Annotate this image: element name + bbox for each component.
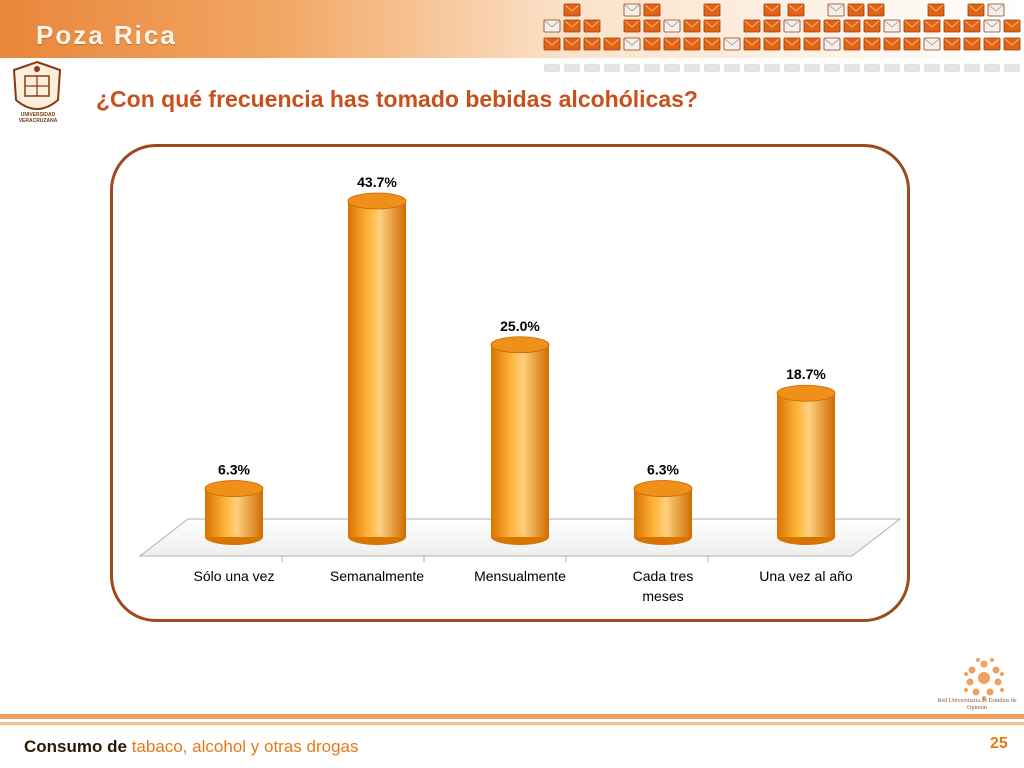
footer-title-accent: tabaco, alcohol y otras drogas xyxy=(131,737,359,756)
value-labels: 6.3% 43.7% 25.0% 6.3% 18.7% xyxy=(218,174,826,478)
bar-body-1 xyxy=(348,201,406,537)
x-axis-ticks xyxy=(281,556,709,562)
category-label-1: Semanalmente xyxy=(330,568,424,584)
footer-rule xyxy=(0,714,1024,719)
bar-body-4 xyxy=(777,393,835,537)
bar-4 xyxy=(776,384,836,545)
bar-top-4 xyxy=(776,384,836,402)
slide-title: ¿Con qué frecuencia has tomado bebidas a… xyxy=(96,86,698,112)
bar-top-0 xyxy=(204,480,264,497)
value-label-0: 6.3% xyxy=(218,462,250,478)
bar-0 xyxy=(204,480,264,545)
footer-title: Consumo de tabaco, alcohol y otras droga… xyxy=(24,737,359,757)
header-city-title: Poza Rica xyxy=(36,20,177,50)
university-seal-logo xyxy=(12,60,62,110)
category-labels: Sólo una vez Semanalmente Mensualmente Cada… xyxy=(194,568,853,604)
value-label-2: 25.0% xyxy=(500,318,540,334)
value-label-3: 6.3% xyxy=(647,462,679,478)
bar-top-1 xyxy=(347,192,407,210)
value-label-4: 18.7% xyxy=(786,366,826,382)
bar-3 xyxy=(633,480,693,545)
category-label-4: Una vez al año xyxy=(759,568,853,584)
value-label-1: 43.7% xyxy=(357,174,397,190)
bar-1 xyxy=(347,192,407,545)
page-number: 25 xyxy=(990,735,1008,752)
university-caption: UNIVERSIDAD VERACRUZANA xyxy=(18,112,58,124)
bar-body-2 xyxy=(491,344,549,537)
network-caption: Red Universitaria de Estudios de Opinión xyxy=(937,698,1017,711)
chart-frame xyxy=(110,144,910,622)
bars xyxy=(204,192,836,545)
footer-rule-thin xyxy=(0,722,1024,725)
category-label-3: Cada tres meses xyxy=(633,568,694,604)
decorative-tile-pattern xyxy=(543,3,1021,72)
category-label-0: Sólo una vez xyxy=(194,568,275,584)
network-logo-icon xyxy=(964,658,1004,700)
footer-title-dark: Consumo de xyxy=(24,737,127,756)
bar-2 xyxy=(490,336,550,545)
bar-top-3 xyxy=(633,480,693,497)
category-label-2: Mensualmente xyxy=(474,568,566,584)
bar-top-2 xyxy=(490,336,550,354)
